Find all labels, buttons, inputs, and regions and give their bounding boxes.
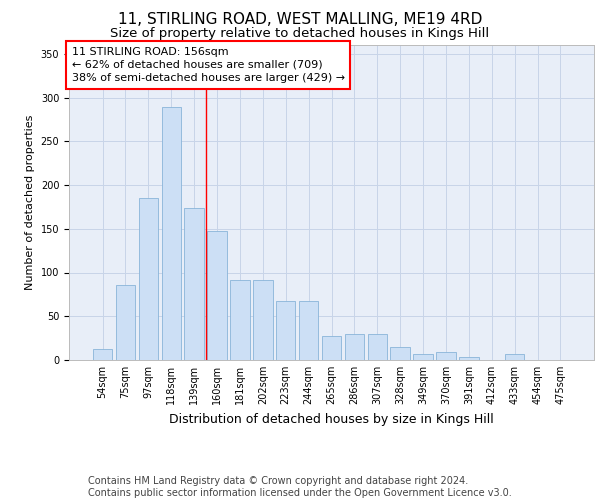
Bar: [344, 334, 364, 360]
Bar: [116, 285, 135, 360]
Bar: [276, 300, 295, 360]
Text: Contains HM Land Registry data © Crown copyright and database right 2024.
Contai: Contains HM Land Registry data © Crown c…: [88, 476, 512, 498]
Bar: [230, 280, 250, 360]
Text: 11 STIRLING ROAD: 156sqm
← 62% of detached houses are smaller (709)
38% of semi-: 11 STIRLING ROAD: 156sqm ← 62% of detach…: [71, 46, 345, 83]
Bar: [322, 336, 341, 360]
Bar: [368, 334, 387, 360]
Y-axis label: Number of detached properties: Number of detached properties: [25, 115, 35, 290]
Bar: [184, 208, 204, 360]
Bar: [391, 347, 410, 360]
Bar: [436, 352, 455, 360]
Text: Size of property relative to detached houses in Kings Hill: Size of property relative to detached ho…: [110, 28, 490, 40]
Bar: [93, 348, 112, 360]
Bar: [413, 354, 433, 360]
Bar: [161, 107, 181, 360]
Bar: [253, 280, 272, 360]
Bar: [505, 354, 524, 360]
Bar: [139, 198, 158, 360]
Bar: [459, 358, 479, 360]
Bar: [208, 232, 227, 360]
X-axis label: Distribution of detached houses by size in Kings Hill: Distribution of detached houses by size …: [169, 412, 494, 426]
Bar: [299, 302, 319, 360]
Text: 11, STIRLING ROAD, WEST MALLING, ME19 4RD: 11, STIRLING ROAD, WEST MALLING, ME19 4R…: [118, 12, 482, 28]
